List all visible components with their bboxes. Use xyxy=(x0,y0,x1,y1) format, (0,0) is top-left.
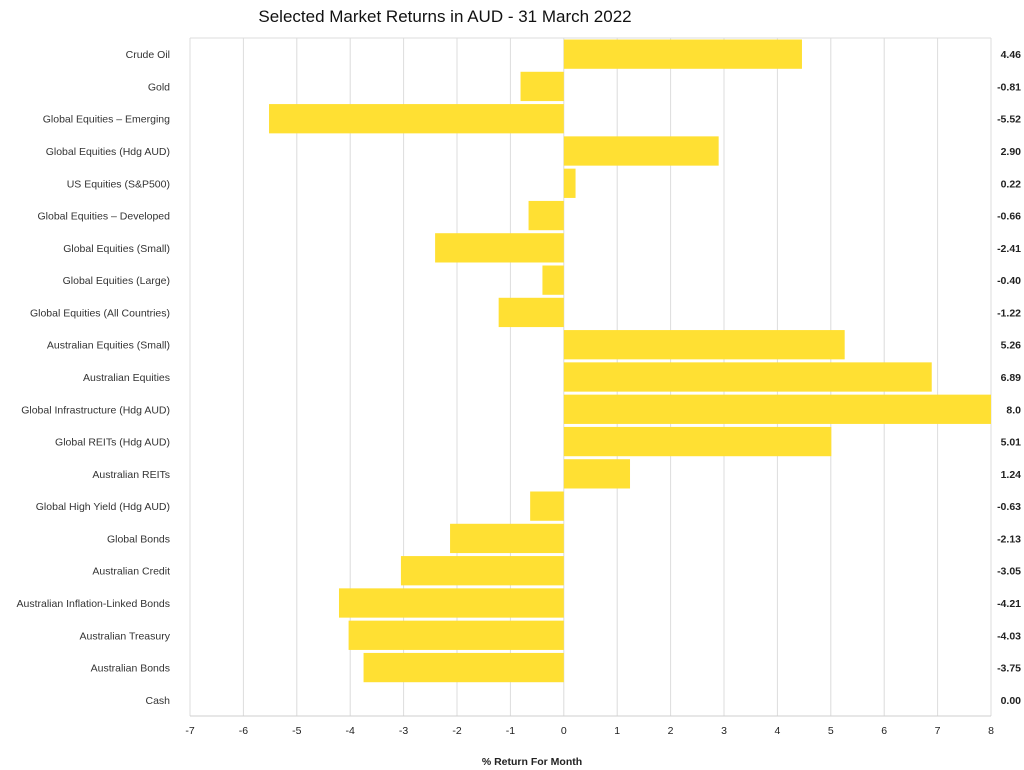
category-label: Global High Yield (Hdg AUD) xyxy=(36,501,170,513)
category-label: Australian Equities (Small) xyxy=(47,340,170,352)
value-label: -1.22 xyxy=(997,307,1021,319)
bar xyxy=(530,491,564,521)
value-label: 5.26 xyxy=(1001,340,1022,352)
bar xyxy=(450,523,564,554)
bars xyxy=(269,39,991,683)
bar xyxy=(563,330,845,360)
x-tick-label: 6 xyxy=(881,725,887,737)
x-tick-label: 1 xyxy=(614,725,620,737)
value-label: -5.52 xyxy=(997,114,1021,126)
bar xyxy=(348,620,564,650)
category-label: Global Infrastructure (Hdg AUD) xyxy=(21,404,170,416)
category-label: Global Equities (Small) xyxy=(63,243,170,255)
bar xyxy=(563,136,719,166)
x-tick-label: 8 xyxy=(988,725,994,737)
value-label: 2.90 xyxy=(1001,146,1022,158)
value-label: 1.24 xyxy=(1001,469,1022,481)
category-label: Australian Inflation-Linked Bonds xyxy=(16,598,170,610)
x-tick-label: 3 xyxy=(721,725,727,737)
x-axis-label: % Return For Month xyxy=(482,756,582,768)
value-label: 8.0 xyxy=(1006,404,1021,416)
value-label: -2.13 xyxy=(997,533,1021,545)
value-label: -3.75 xyxy=(997,663,1021,675)
category-label: US Equities (S&P500) xyxy=(67,178,170,190)
bar xyxy=(563,394,991,424)
x-tick-label: -2 xyxy=(452,725,461,737)
x-tick-label: 7 xyxy=(935,725,941,737)
bar xyxy=(498,297,564,328)
x-tick-label: -4 xyxy=(346,725,355,737)
value-label: -0.40 xyxy=(997,275,1021,287)
value-label: 4.46 xyxy=(1001,49,1022,61)
x-tick-label: 2 xyxy=(668,725,674,737)
bar xyxy=(563,426,832,457)
value-label: 6.89 xyxy=(1001,372,1022,384)
category-label: Global Equities (Hdg AUD) xyxy=(46,146,170,158)
bar xyxy=(542,265,564,295)
category-label: Australian Equities xyxy=(83,372,170,384)
bar xyxy=(563,39,802,69)
value-label: -4.21 xyxy=(997,598,1021,610)
value-label: -0.63 xyxy=(997,501,1021,513)
value-label: -2.41 xyxy=(997,243,1021,255)
value-label: -0.66 xyxy=(997,211,1021,223)
bar xyxy=(528,200,564,231)
category-label: Australian REITs xyxy=(92,469,170,481)
value-label: -3.05 xyxy=(997,566,1021,578)
bar xyxy=(563,362,932,392)
x-tick-labels: -7 -6 -5 -4 -3 -2 -1 0 1 2 3 4 5 6 7 8 xyxy=(185,725,994,737)
category-label: Global Equities – Developed xyxy=(37,211,170,223)
category-label: Gold xyxy=(148,81,170,93)
bar xyxy=(563,168,576,198)
bar xyxy=(520,71,564,102)
category-label: Australian Credit xyxy=(92,566,170,578)
bar xyxy=(363,652,564,683)
x-tick-label: -3 xyxy=(399,725,408,737)
category-label: Crude Oil xyxy=(126,49,170,61)
category-labels: Crude Oil Gold Global Equities – Emerging G… xyxy=(16,49,170,707)
category-label: Global Bonds xyxy=(107,533,170,545)
x-tick-label: -6 xyxy=(239,725,248,737)
category-label: Australian Bonds xyxy=(91,663,170,675)
x-tick-label: 5 xyxy=(828,725,834,737)
x-tick-label: -5 xyxy=(292,725,301,737)
x-tick-label: -7 xyxy=(185,725,194,737)
chart-title: Selected Market Returns in AUD - 31 Marc… xyxy=(258,7,632,26)
value-label: -0.81 xyxy=(997,81,1021,93)
bar xyxy=(338,588,564,618)
category-label: Global REITs (Hdg AUD) xyxy=(55,437,170,449)
value-label: 0.22 xyxy=(1001,178,1022,190)
category-label: Global Equities (All Countries) xyxy=(30,307,170,319)
category-label: Australian Treasury xyxy=(80,630,171,642)
bar xyxy=(435,233,564,263)
value-label: 0.00 xyxy=(1001,695,1022,707)
x-tick-label: -1 xyxy=(506,725,515,737)
bar xyxy=(400,556,564,586)
value-label: 5.01 xyxy=(1001,437,1022,449)
x-tick-label: 4 xyxy=(774,725,780,737)
value-label: -4.03 xyxy=(997,630,1021,642)
value-labels: 4.46 -0.81 -5.52 2.90 0.22 -0.66 -2.41 -0.40 -1.… xyxy=(997,49,1021,707)
category-label: Global Equities – Emerging xyxy=(43,114,170,126)
bar xyxy=(563,459,631,489)
category-label: Cash xyxy=(145,695,170,707)
category-label: Global Equities (Large) xyxy=(63,275,170,287)
x-tick-label: 0 xyxy=(561,725,567,737)
bar xyxy=(269,104,564,134)
